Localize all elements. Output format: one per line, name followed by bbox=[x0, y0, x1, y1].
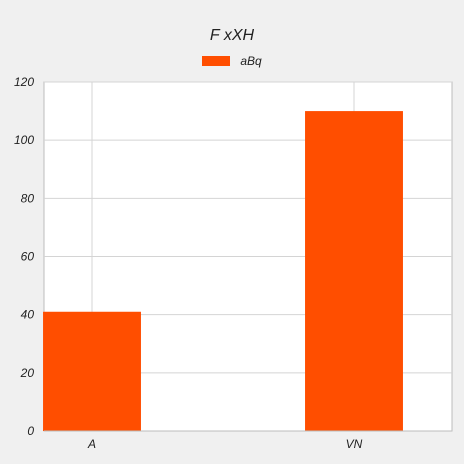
y-tick-label: 40 bbox=[21, 308, 35, 322]
y-tick-label: 120 bbox=[14, 75, 34, 89]
y-tick-label: 100 bbox=[14, 133, 34, 147]
legend-label: aBq bbox=[240, 54, 262, 68]
x-tick-label: A bbox=[87, 437, 96, 451]
y-tick-label: 20 bbox=[20, 366, 35, 380]
y-tick-label: 80 bbox=[21, 191, 35, 205]
legend: aBq bbox=[0, 54, 464, 68]
legend-swatch bbox=[202, 56, 231, 66]
y-tick-label: 60 bbox=[21, 250, 35, 264]
bar bbox=[305, 111, 403, 431]
chart-title: F xXH bbox=[209, 27, 255, 44]
x-tick-label: VN bbox=[346, 437, 363, 451]
y-tick-label: 0 bbox=[27, 424, 34, 438]
bar bbox=[43, 311, 141, 431]
